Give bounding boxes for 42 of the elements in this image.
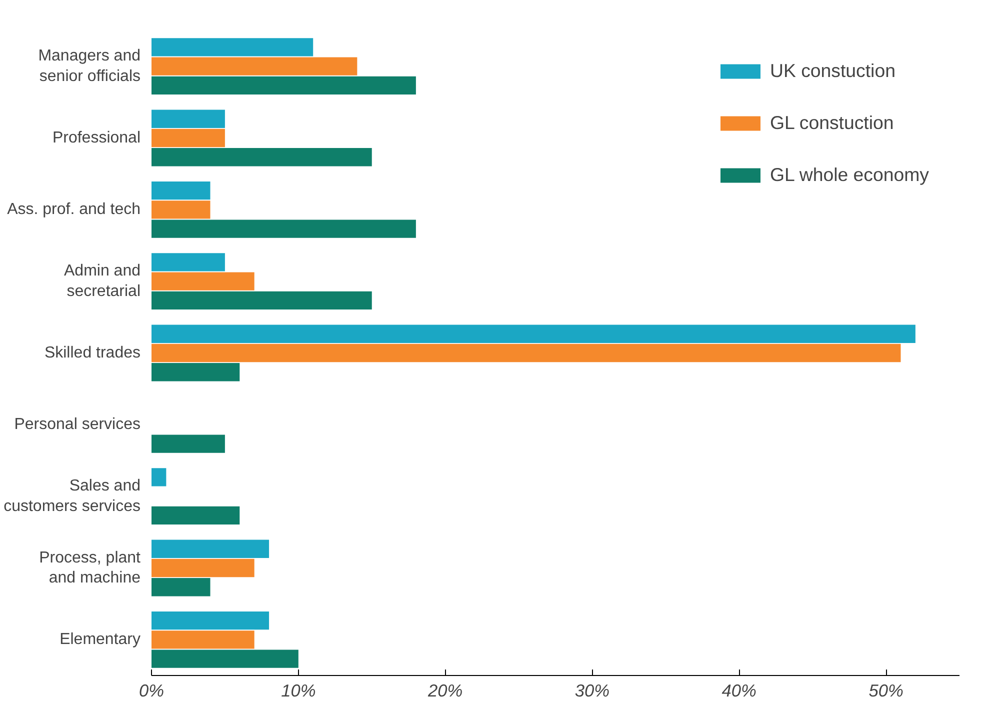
legend-label: GL whole economy: [770, 164, 929, 186]
legend-label: UK constuction: [770, 60, 896, 82]
x-tick-label: 40%: [722, 680, 756, 700]
x-tick-label: 10%: [281, 680, 316, 700]
bar: [152, 200, 210, 219]
bar: [152, 324, 916, 343]
y-tick-label: Elementary: [60, 631, 140, 648]
bar: [152, 558, 254, 578]
bar: [152, 253, 225, 272]
y-tick-label: Ass. prof. and tech: [7, 201, 140, 218]
bar: [152, 76, 416, 95]
bar: [152, 578, 210, 596]
bar: [152, 148, 372, 166]
x-tick-label: 20%: [426, 680, 463, 700]
x-tick-label: 0%: [138, 680, 164, 700]
bar: [152, 540, 270, 558]
x-tick-label: 30%: [574, 680, 610, 700]
bar: [152, 434, 225, 453]
x-tick-label: 50%: [868, 680, 904, 700]
bar: [152, 344, 901, 362]
y-tick-label: Sales and customers services: [4, 478, 141, 516]
y-tick-label: Skilled trades: [44, 344, 140, 362]
y-tick-label: Process, plant and machine: [39, 549, 142, 587]
bar: [152, 468, 166, 486]
bar: [152, 650, 298, 668]
bar: [152, 128, 225, 148]
bar: [152, 38, 314, 56]
y-tick-label: Personal services: [14, 416, 141, 434]
bar: [152, 291, 372, 310]
bar: [152, 57, 358, 76]
bar: [152, 110, 225, 128]
y-tick-label: Managers and senior officials: [38, 48, 141, 86]
bar: [152, 272, 254, 290]
y-tick-label: Professional: [52, 130, 140, 146]
bar: [152, 220, 416, 238]
bar: [152, 506, 240, 525]
bar: [152, 611, 270, 630]
bar: [152, 181, 210, 200]
legend-label: GL constuction: [770, 112, 894, 134]
y-tick-label: Admin and secretarial: [64, 262, 141, 300]
bar: [152, 630, 254, 649]
bar: [152, 363, 240, 382]
